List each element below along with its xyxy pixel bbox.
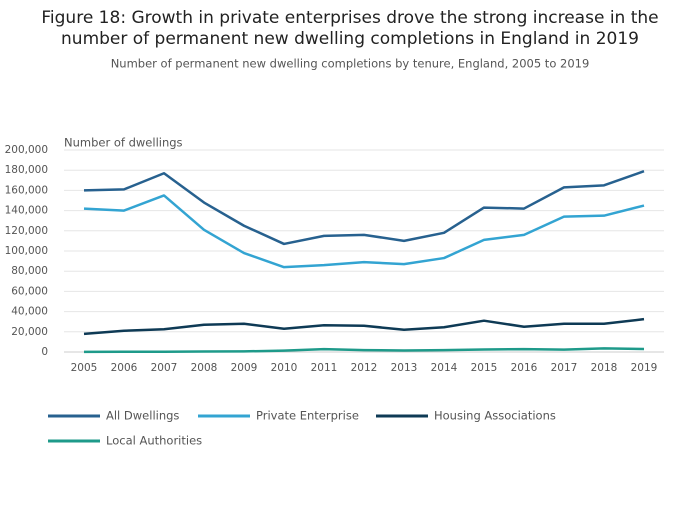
y-tick-label: 0 bbox=[41, 346, 48, 358]
legend-label: Private Enterprise bbox=[256, 409, 359, 423]
series-line bbox=[83, 347, 645, 354]
x-tick-label: 2005 bbox=[71, 362, 98, 374]
y-tick-label: 60,000 bbox=[11, 285, 48, 297]
series-line bbox=[83, 170, 645, 246]
y-tick-label: 20,000 bbox=[11, 326, 48, 338]
y-tick-label: 40,000 bbox=[11, 306, 48, 318]
x-tick-label: 2008 bbox=[191, 362, 218, 374]
y-tick-label: 160,000 bbox=[5, 184, 48, 196]
y-tick-label: 100,000 bbox=[5, 245, 48, 257]
x-tick-label: 2006 bbox=[111, 362, 138, 374]
y-tick-label: 200,000 bbox=[5, 144, 48, 156]
y-axis-label: Number of dwellings bbox=[64, 136, 183, 150]
y-tick-label: 80,000 bbox=[11, 265, 48, 277]
chart-title: Figure 18: Growth in private enterprises… bbox=[41, 8, 658, 49]
x-tick-label: 2012 bbox=[351, 362, 378, 374]
legend-label: All Dwellings bbox=[106, 409, 179, 423]
legend-label: Local Authorities bbox=[106, 434, 202, 448]
series-line bbox=[83, 194, 645, 269]
x-tick-label: 2013 bbox=[391, 362, 418, 374]
x-tick-label: 2016 bbox=[511, 362, 538, 374]
chart-subtitle: Number of permanent new dwelling complet… bbox=[111, 57, 590, 71]
x-tick-label: 2011 bbox=[311, 362, 338, 374]
x-tick-label: 2017 bbox=[551, 362, 578, 374]
x-tick-label: 2018 bbox=[591, 362, 618, 374]
y-tick-label: 180,000 bbox=[5, 164, 48, 176]
x-tick-label: 2010 bbox=[271, 362, 298, 374]
y-tick-label: 140,000 bbox=[5, 205, 48, 217]
x-tick-label: 2014 bbox=[431, 362, 458, 374]
y-tick-label: 120,000 bbox=[5, 225, 48, 237]
x-tick-label: 2009 bbox=[231, 362, 258, 374]
legend-label: Housing Associations bbox=[434, 409, 556, 423]
x-tick-label: 2019 bbox=[631, 362, 658, 374]
x-tick-label: 2015 bbox=[471, 362, 498, 374]
x-tick-label: 2007 bbox=[151, 362, 178, 374]
series-line bbox=[83, 317, 645, 336]
